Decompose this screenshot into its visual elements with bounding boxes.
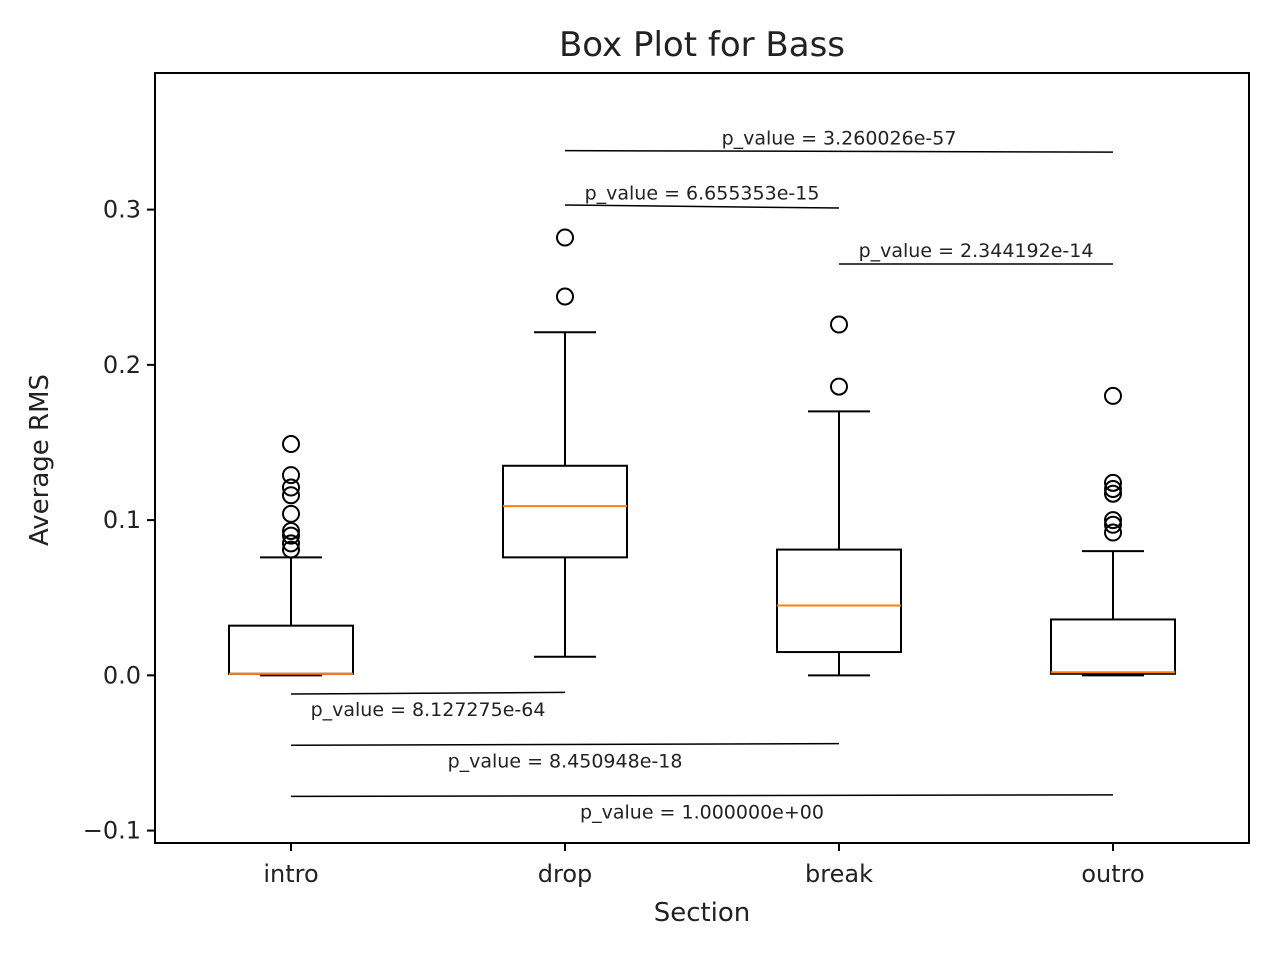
x-axis: intro drop break outro <box>263 843 1145 888</box>
y-tick-label: 0.3 <box>103 196 141 224</box>
y-tick-label: −0.1 <box>83 817 141 845</box>
outlier-point <box>1104 515 1122 534</box>
annotation-intro-outro: p_value = 1.000000e+00 <box>290 794 1114 824</box>
outlier-point <box>1104 473 1122 492</box>
annotation-intro-drop: p_value = 8.127275e-64 <box>290 691 566 721</box>
outlier-point <box>1104 511 1122 530</box>
y-axis-label: Average RMS <box>25 374 55 546</box>
outlier-point <box>830 377 848 396</box>
annotation-line <box>564 204 840 209</box>
box-break <box>776 315 902 677</box>
annotation-drop-break: p_value = 6.655353e-15 <box>564 183 840 209</box>
outlier-point <box>1104 484 1122 503</box>
box-intro <box>228 435 354 677</box>
outlier-point <box>282 478 300 497</box>
iqr-box <box>502 464 628 559</box>
outlier-point <box>556 228 574 247</box>
significance-annotations: p_value = 3.260026e-57 p_value = 6.655353… <box>290 127 1114 824</box>
box-outro <box>1050 386 1176 677</box>
x-axis-label: Section <box>654 898 751 928</box>
outlier-point <box>556 287 574 306</box>
annotation-line <box>290 742 840 746</box>
outlier-point <box>282 521 300 540</box>
iqr-box <box>1050 618 1176 675</box>
y-tick-label: 0.2 <box>103 351 141 379</box>
outlier-point <box>1104 386 1122 405</box>
x-tick-label: drop <box>538 860 593 888</box>
annotation-label: p_value = 2.344192e-14 <box>859 240 1094 262</box>
y-tick-label: 0.1 <box>103 506 141 534</box>
annotation-label: p_value = 1.000000e+00 <box>580 802 824 824</box>
y-tick-label: 0.0 <box>103 661 141 689</box>
y-axis: −0.1 0.0 0.1 0.2 0.3 <box>83 196 155 845</box>
outlier-point <box>282 435 300 454</box>
annotation-line <box>564 149 1114 153</box>
outlier-point <box>282 534 300 553</box>
annotation-label: p_value = 3.260026e-57 <box>722 127 957 149</box>
outlier-point <box>282 526 300 545</box>
annotation-label: p_value = 8.450948e-18 <box>448 750 683 772</box>
outlier-point <box>282 504 300 523</box>
iqr-box <box>776 548 902 654</box>
outlier-point <box>282 540 300 559</box>
x-tick-label: break <box>805 860 873 888</box>
x-tick-label: outro <box>1081 860 1144 888</box>
annotation-drop-outro: p_value = 3.260026e-57 <box>564 127 1114 153</box>
outlier-point <box>830 315 848 334</box>
iqr-box <box>228 624 354 675</box>
annotation-line <box>290 691 566 695</box>
annotation-break-outro: p_value = 2.344192e-14 <box>839 240 1113 265</box>
outlier-point <box>1104 523 1122 542</box>
outlier-point <box>282 486 300 505</box>
box-series <box>228 228 1176 677</box>
annotation-intro-break: p_value = 8.450948e-18 <box>290 742 840 772</box>
outlier-point <box>282 466 300 485</box>
outlier-point <box>1104 480 1122 499</box>
annotation-line <box>290 794 1114 798</box>
chart-title: Box Plot for Bass <box>559 25 845 65</box>
plot-frame <box>154 72 1250 844</box>
x-tick-label: intro <box>263 860 318 888</box>
annotation-label: p_value = 6.655353e-15 <box>585 183 820 205</box>
box-drop <box>502 228 628 658</box>
annotation-label: p_value = 8.127275e-64 <box>311 699 546 721</box>
